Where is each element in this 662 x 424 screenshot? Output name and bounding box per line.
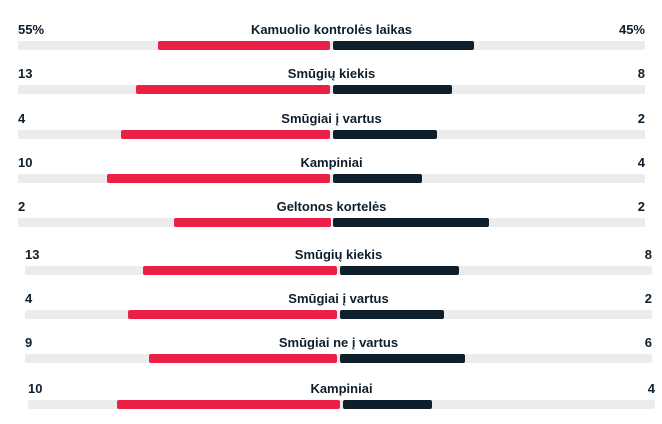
home-bar <box>128 310 338 319</box>
away-bar <box>332 130 437 139</box>
away-bar <box>342 400 433 409</box>
home-value: 10 <box>18 155 33 170</box>
home-value: 4 <box>25 291 33 306</box>
home-value: 55% <box>18 22 45 37</box>
away-bar <box>332 218 490 227</box>
stat-label: Smūgiai ne į vartus <box>278 335 399 350</box>
stat-row: 55% Kamuolio kontrolės laikas 45% <box>18 22 645 56</box>
stat-bar-track <box>25 266 652 275</box>
stat-bar-track <box>18 41 645 50</box>
away-bar <box>332 41 474 50</box>
stat-bar-track <box>18 218 645 227</box>
stat-row: 10 Kampiniai 4 <box>28 381 655 415</box>
home-bar <box>143 266 338 275</box>
stat-label: Kamuolio kontrolės laikas <box>250 22 413 37</box>
away-value: 4 <box>637 155 645 170</box>
away-value: 2 <box>644 291 652 306</box>
home-value: 13 <box>18 66 33 81</box>
stat-label: Smūgių kiekis <box>287 66 376 81</box>
away-value: 6 <box>644 335 652 350</box>
home-bar <box>106 174 331 183</box>
away-bar <box>339 310 444 319</box>
home-bar <box>121 130 331 139</box>
stat-row: 9 Smūgiai ne į vartus 6 <box>25 335 652 369</box>
away-bar <box>332 85 452 94</box>
stat-row: 13 Smūgių kiekis 8 <box>25 247 652 281</box>
home-value: 9 <box>25 335 33 350</box>
stat-label: Smūgiai į vartus <box>288 291 389 306</box>
home-bar <box>116 400 341 409</box>
home-bar <box>173 218 331 227</box>
stat-bar-track <box>25 310 652 319</box>
stat-bar-track <box>18 85 645 94</box>
stat-row: 13 Smūgių kiekis 8 <box>18 66 645 100</box>
home-bar <box>158 41 331 50</box>
away-bar <box>339 354 465 363</box>
stat-label: Kampiniai <box>310 381 373 396</box>
away-value: 2 <box>637 199 645 214</box>
away-value: 8 <box>637 66 645 81</box>
stat-label: Smūgiai į vartus <box>281 111 382 126</box>
stat-row: 2 Geltonos kortelės 2 <box>18 199 645 233</box>
away-value: 4 <box>647 381 655 396</box>
stat-label: Kampiniai <box>300 155 363 170</box>
stat-row: 4 Smūgiai į vartus 2 <box>25 291 652 325</box>
home-bar <box>149 354 338 363</box>
stat-bar-track <box>25 354 652 363</box>
away-value: 8 <box>644 247 652 262</box>
stat-row: 4 Smūgiai į vartus 2 <box>18 111 645 145</box>
home-value: 2 <box>18 199 26 214</box>
away-bar <box>332 174 423 183</box>
home-value: 4 <box>18 111 26 126</box>
home-bar <box>136 85 331 94</box>
stat-bar-track <box>28 400 655 409</box>
home-value: 10 <box>28 381 43 396</box>
stat-row: 10 Kampiniai 4 <box>18 155 645 189</box>
stat-bar-track <box>18 130 645 139</box>
stat-label: Geltonos kortelės <box>276 199 387 214</box>
away-value: 2 <box>637 111 645 126</box>
stat-label: Smūgių kiekis <box>294 247 383 262</box>
home-value: 13 <box>25 247 40 262</box>
away-value: 45% <box>618 22 645 37</box>
away-bar <box>339 266 459 275</box>
stat-bar-track <box>18 174 645 183</box>
